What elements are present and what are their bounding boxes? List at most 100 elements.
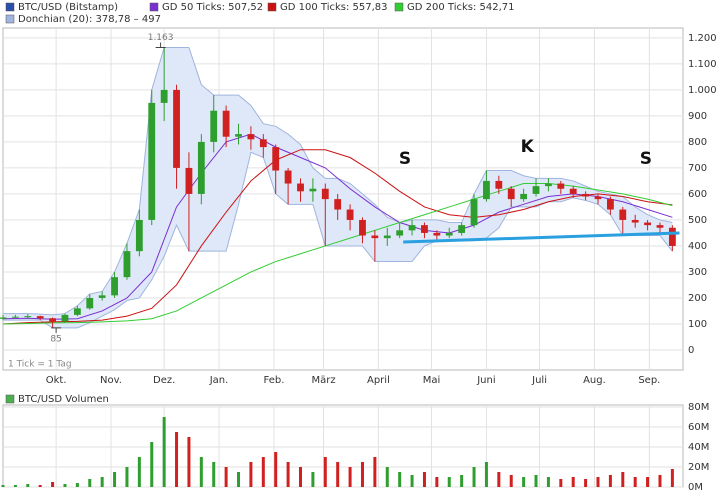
- volume-bar: [447, 477, 451, 487]
- legend-swatch: [5, 394, 15, 404]
- x-tick-label: Feb.: [263, 375, 284, 386]
- candle-body: [383, 235, 391, 239]
- volume-tick-label: 40M: [688, 442, 709, 453]
- y-tick-label: 300: [688, 267, 707, 278]
- x-tick-label: Jan.: [209, 375, 229, 386]
- volume-bar: [497, 472, 501, 487]
- candle-body: [483, 180, 490, 200]
- volume-bar: [299, 467, 302, 487]
- extreme-label: 1.163: [148, 33, 174, 43]
- donchian-band: [3, 47, 673, 328]
- candle-body: [520, 193, 528, 200]
- volume-bar: [311, 472, 315, 487]
- y-tick-label: 400: [688, 241, 707, 252]
- candle-body: [284, 170, 292, 184]
- legend-swatch: [267, 2, 277, 12]
- legend-swatch: [5, 14, 15, 24]
- candle-body: [123, 251, 131, 278]
- y-tick-label: 100: [688, 319, 707, 330]
- pattern-label: K: [521, 137, 535, 157]
- volume-bar: [571, 477, 575, 487]
- volume-bar: [460, 475, 464, 487]
- y-tick-label: 700: [688, 163, 707, 174]
- volume-bar: [621, 472, 625, 487]
- volume-bar: [137, 457, 141, 487]
- volume-bar: [199, 457, 203, 487]
- y-tick-label: 1.100: [688, 59, 717, 70]
- volume-panel: [2, 404, 684, 488]
- volume-bar: [162, 417, 166, 487]
- legend-label: GD 200 Ticks: 542,71: [407, 2, 515, 13]
- pattern-label: S: [640, 149, 652, 169]
- volume-bar: [237, 472, 241, 487]
- x-tick-label: Juni: [476, 375, 495, 386]
- x-tick-label: Juli: [531, 375, 547, 386]
- volume-bar: [398, 472, 402, 487]
- volume-bar: [75, 483, 79, 487]
- y-tick-label: 800: [688, 137, 707, 148]
- volume-bar: [261, 457, 265, 487]
- moving-average: [2, 149, 673, 325]
- volume-tick-label: 60M: [688, 422, 709, 433]
- y-tick-label: 600: [688, 189, 707, 200]
- volume-bar: [410, 475, 414, 487]
- candle-body: [197, 141, 205, 194]
- candle-body: [532, 186, 540, 194]
- volume-bar: [596, 477, 600, 487]
- volume-tick-label: 80M: [688, 402, 709, 413]
- volume-tick-label: 0M: [688, 482, 703, 493]
- candle-body: [606, 199, 614, 210]
- candle-body: [259, 139, 267, 148]
- volume-bar: [51, 482, 55, 487]
- candle-body: [73, 308, 81, 315]
- candle-body: [582, 193, 590, 197]
- volume-bar: [100, 477, 104, 487]
- volume-bar: [224, 467, 228, 487]
- legend-swatch: [394, 2, 404, 12]
- volume-bar: [360, 462, 364, 487]
- legend-swatch: [5, 2, 15, 12]
- volume-bar: [26, 484, 30, 487]
- y-tick-label: 200: [688, 293, 707, 304]
- candle-body: [631, 219, 639, 223]
- candle-body: [421, 225, 428, 233]
- volume-bar: [522, 477, 526, 487]
- candle-body: [321, 188, 329, 200]
- candle-body: [111, 277, 118, 296]
- candle-body: [11, 316, 19, 318]
- tick-note: 1 Tick = 1 Tag: [8, 360, 72, 370]
- candle-body: [569, 188, 577, 194]
- volume-bar: [385, 467, 389, 487]
- candle-body: [371, 235, 379, 239]
- candle-body: [173, 89, 180, 168]
- legend-swatch: [149, 2, 159, 12]
- legend-label: Donchian (20): 378,78 – 497: [18, 14, 161, 25]
- volume-bar: [584, 479, 588, 487]
- candle-body: [545, 183, 552, 187]
- volume-bar: [150, 442, 154, 487]
- volume-bar: [658, 475, 662, 487]
- candle-body: [148, 102, 156, 220]
- trendline: [403, 231, 680, 244]
- x-tick-label: Sep.: [638, 375, 660, 386]
- candle-body: [86, 297, 94, 309]
- y-tick-label: 1.200: [688, 33, 717, 44]
- candle-body: [619, 209, 627, 220]
- volume-bar: [249, 462, 253, 487]
- candle-body: [222, 110, 230, 137]
- candle-body: [408, 225, 416, 231]
- candle-body: [185, 167, 193, 194]
- candle-body: [594, 196, 602, 200]
- volume-bar: [1, 485, 5, 487]
- candle-body: [235, 134, 242, 137]
- volume-bar: [509, 475, 513, 487]
- volume-bar: [484, 462, 488, 487]
- x-tick-label: Okt.: [46, 375, 67, 386]
- candle-body: [210, 110, 218, 142]
- candle-body: [507, 188, 515, 200]
- volume-bar: [212, 462, 216, 487]
- volume-bar: [608, 475, 612, 487]
- y-tick-label: 900: [688, 111, 707, 122]
- candle-body: [309, 188, 317, 192]
